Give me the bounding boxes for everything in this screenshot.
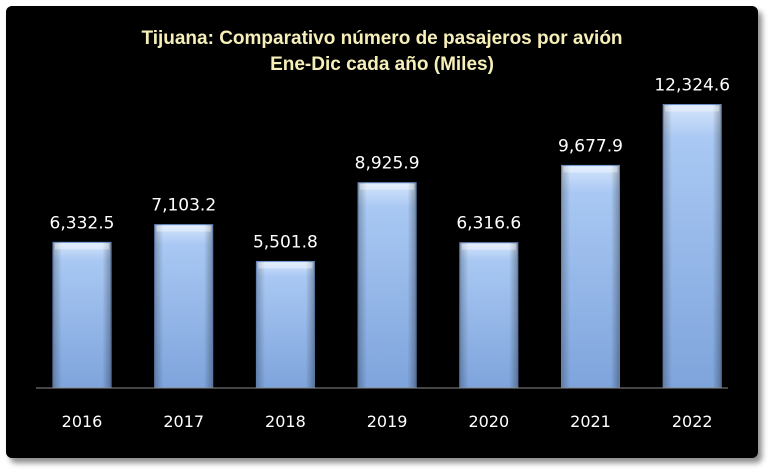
- x-tick-label-2021: 2021: [570, 412, 611, 431]
- bar-2018: [255, 260, 315, 389]
- value-label-2019: 8,925.9: [355, 154, 420, 174]
- bar-2022: [662, 104, 722, 389]
- chart-title-block: Tijuana: Comparativo número de pasajeros…: [6, 26, 758, 78]
- bar-2017: [154, 224, 214, 389]
- x-tick-label-2017: 2017: [163, 412, 204, 431]
- bar-2021: [561, 164, 620, 389]
- chart-frame: Tijuana: Comparativo número de pasajeros…: [6, 6, 758, 458]
- value-label-2018: 5,501.8: [253, 232, 318, 252]
- bar-chart: 6,332.5 2016 7,103.2 2017 5,501.8 2018 8,925.9…: [36, 76, 730, 431]
- bar-2020: [459, 242, 519, 389]
- value-label-2017: 7,103.2: [151, 196, 216, 216]
- chart-title: Tijuana: Comparativo número de pasajeros…: [141, 28, 623, 49]
- x-tick-label-2019: 2019: [367, 412, 408, 431]
- value-label-2016: 6,332.5: [50, 213, 115, 233]
- value-label-2021: 9,677.9: [558, 136, 623, 156]
- x-tick-label-2022: 2022: [672, 412, 713, 431]
- bar-2016: [52, 241, 112, 389]
- x-tick-label-2018: 2018: [265, 412, 306, 431]
- value-label-2022: 12,324.6: [654, 76, 730, 96]
- x-tick-label-2016: 2016: [62, 412, 103, 431]
- chart-subtitle: Ene-Dic cada año (Miles): [270, 54, 494, 75]
- bar-2019: [357, 182, 417, 389]
- value-label-2020: 6,316.6: [456, 214, 521, 234]
- x-tick-label-2020: 2020: [468, 412, 509, 431]
